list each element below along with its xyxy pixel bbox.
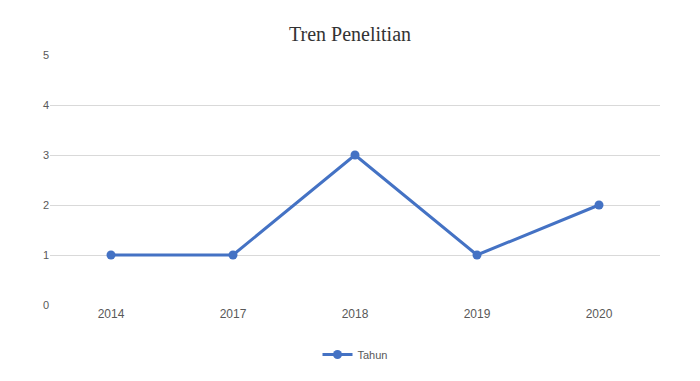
svg-text:2014: 2014 (98, 307, 125, 321)
svg-text:2: 2 (43, 199, 49, 211)
svg-text:0: 0 (43, 299, 49, 311)
svg-text:2018: 2018 (342, 307, 369, 321)
svg-text:2020: 2020 (586, 307, 613, 321)
svg-text:3: 3 (43, 149, 49, 161)
svg-text:5: 5 (43, 49, 49, 61)
svg-text:Tahun: Tahun (358, 349, 388, 361)
svg-text:1: 1 (43, 249, 49, 261)
svg-text:2017: 2017 (220, 307, 247, 321)
svg-text:2019: 2019 (464, 307, 491, 321)
svg-text:Tren Penelitian: Tren Penelitian (289, 23, 411, 45)
svg-text:4: 4 (43, 99, 49, 111)
